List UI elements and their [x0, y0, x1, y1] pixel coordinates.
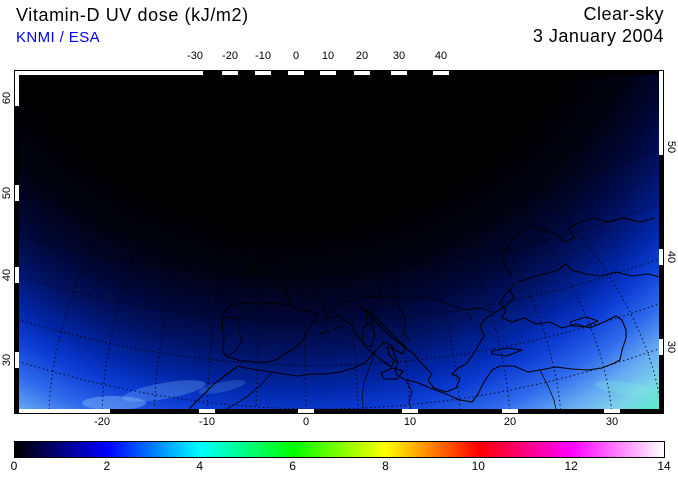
top-axis-tick-label: 30: [392, 50, 406, 62]
colorbar-tick-label: 4: [196, 459, 204, 473]
colorbar-gradient: [14, 441, 665, 458]
uv-dose-raster: [14, 70, 664, 414]
colorbar-tick-label: 8: [382, 459, 389, 473]
map-frame-zebra-border: [14, 70, 664, 414]
right-axis-tick-label: 40: [665, 250, 677, 264]
graticule-grid: [14, 70, 664, 414]
date-label: 3 January 2004: [532, 26, 664, 46]
right-axis-tick-label: 50: [665, 140, 677, 154]
colorbar-tick-label: 6: [289, 459, 296, 473]
bottom-axis-tick-label: -10: [199, 416, 215, 428]
top-axis-tick-label: -20: [222, 50, 238, 62]
left-axis-tick-label: 60: [1, 91, 13, 105]
map-frame-outline: [14, 70, 664, 414]
page-title: Vitamin-D UV dose (kJ/m2): [16, 5, 249, 25]
terrain-highlight-patches: [82, 380, 654, 410]
map-plot-area: [14, 70, 664, 414]
bottom-axis-tick-label: 20: [503, 416, 517, 428]
colorbar-tick-label: 0: [10, 459, 18, 473]
coastlines: [185, 143, 664, 414]
country-borders: [215, 253, 558, 414]
left-axis-tick-label: 30: [1, 353, 13, 367]
top-axis-tick-label: -30: [187, 50, 203, 62]
bottom-axis-tick-label: 0: [302, 416, 310, 428]
colorbar-tick-label: 2: [103, 459, 111, 473]
top-axis-tick-label: 40: [434, 50, 448, 62]
top-axis-tick-label: 0: [292, 50, 300, 62]
colorbar-tick-label: 14: [657, 459, 671, 473]
top-axis-tick-label: -10: [255, 50, 271, 62]
uv-dose-field-map: [14, 70, 664, 414]
bottom-axis-tick-label: -20: [94, 416, 110, 428]
sky-condition-label: Clear-sky: [583, 4, 664, 24]
bottom-axis-tick-label: 10: [403, 416, 417, 428]
source-credit: KNMI / ESA: [16, 29, 101, 46]
left-axis-tick-label: 50: [1, 186, 13, 200]
top-axis-tick-label: 10: [321, 50, 335, 62]
right-axis-tick-label: 30: [665, 340, 677, 354]
left-axis-tick-label: 40: [1, 268, 13, 282]
top-axis-tick-label: 20: [355, 50, 369, 62]
colorbar-tick-label: 10: [471, 459, 485, 473]
colorbar-tick-label: 12: [564, 459, 578, 473]
bottom-axis-tick-label: 30: [605, 416, 619, 428]
